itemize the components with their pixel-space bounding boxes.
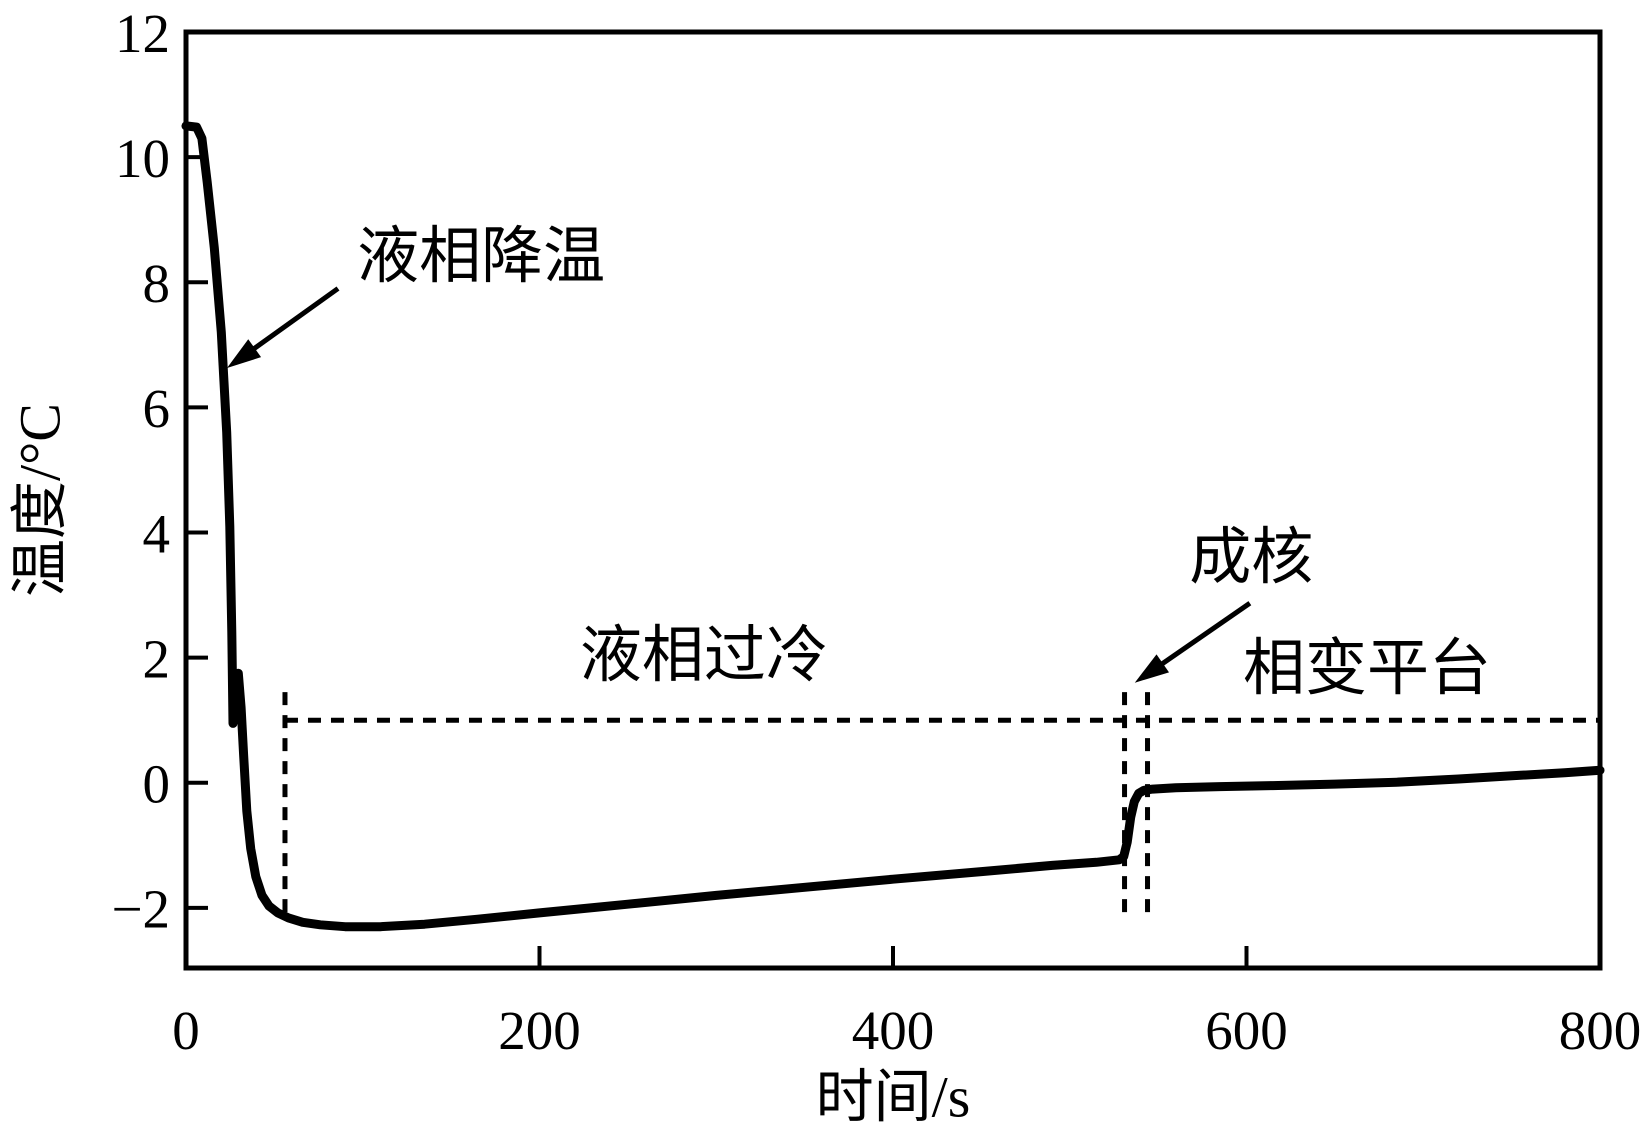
annotation-arrowhead-liquid-cooling <box>227 339 262 368</box>
annotation-nucleation: 成核 <box>1189 524 1313 592</box>
y-tick-label-−2: −2 <box>111 879 170 940</box>
annotation-arrow-line-liquid-cooling <box>248 286 340 354</box>
x-axis-title: 时间/s <box>816 1065 971 1130</box>
y-axis-title: 温度/°C <box>8 403 73 597</box>
x-tick-label-0: 0 <box>172 1000 200 1061</box>
x-tick-label-800: 800 <box>1559 1000 1642 1061</box>
x-tick-label-600: 600 <box>1205 1000 1288 1061</box>
x-tick-label-200: 200 <box>498 1000 581 1061</box>
annotation-arrowhead-nucleation <box>1134 654 1170 683</box>
y-tick-label-12: 12 <box>115 3 170 64</box>
y-tick-label-2: 2 <box>143 628 171 689</box>
temperature-curve <box>181 121 1605 932</box>
y-tick-label-0: 0 <box>143 754 171 815</box>
y-tick-label-6: 6 <box>143 378 171 439</box>
x-tick-label-400: 400 <box>852 1000 935 1061</box>
y-tick-label-4: 4 <box>143 503 171 564</box>
annotation-supercooling: 液相过冷 <box>580 622 828 690</box>
annotation-arrow-line-nucleation <box>1156 601 1252 669</box>
y-tick-label-8: 8 <box>143 253 171 314</box>
annotation-liquid-cooling: 液相降温 <box>357 223 605 291</box>
annotation-phase-plateau: 相变平台 <box>1243 635 1491 703</box>
y-tick-label-10: 10 <box>115 128 170 189</box>
